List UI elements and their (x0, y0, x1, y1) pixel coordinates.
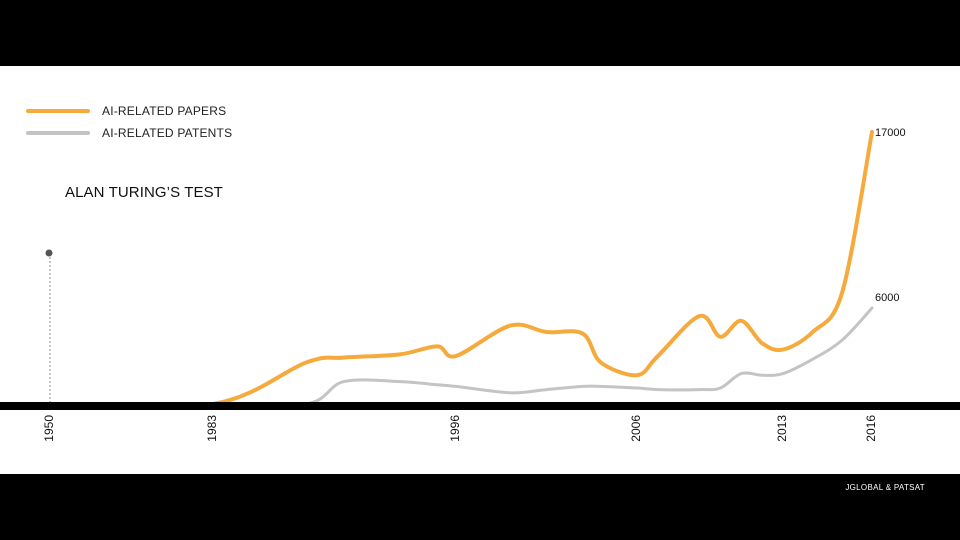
turing-test-annotation: ALAN TURING’S TEST (65, 184, 223, 201)
x-axis-bar (0, 402, 960, 410)
annotation-marker-dot (45, 249, 53, 257)
legend-label-papers: AI-RELATED PAPERS (102, 104, 227, 118)
legend-swatch-papers (26, 109, 90, 113)
end-value-label-papers: 17000 (875, 127, 906, 139)
legend-item-papers: AI-RELATED PAPERS (26, 103, 226, 119)
x-tick-label: 2013 (775, 415, 789, 442)
x-tick-label: 2016 (864, 415, 878, 442)
x-tick-label: 2006 (629, 415, 643, 442)
legend-label-patents: AI-RELATED PATENTS (102, 126, 233, 140)
x-tick-label: 1996 (448, 415, 462, 442)
legend-swatch-patents (26, 131, 90, 135)
x-tick-label: 1950 (42, 415, 56, 442)
end-value-label-patents: 6000 (875, 292, 899, 304)
series-line-patents (48, 306, 874, 408)
legend-item-patents: AI-RELATED PATENTS (26, 125, 232, 141)
series-line-papers (48, 130, 874, 410)
source-credit: JGLOBAL & PATSAT (845, 483, 925, 492)
x-tick-label: 1983 (205, 415, 219, 442)
